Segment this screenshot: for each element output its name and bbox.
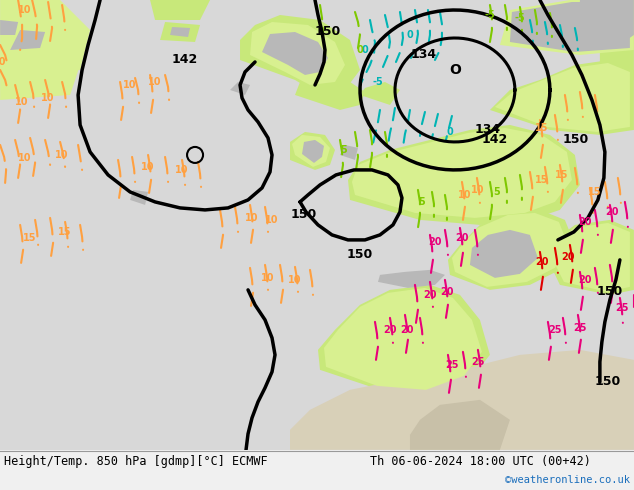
Text: 10: 10 [148, 77, 162, 87]
Text: 150: 150 [291, 208, 317, 221]
Text: 15: 15 [535, 123, 548, 133]
Text: 10: 10 [15, 97, 29, 107]
Polygon shape [452, 213, 568, 287]
Polygon shape [360, 82, 400, 105]
Text: 10: 10 [176, 165, 189, 175]
Text: 150: 150 [595, 375, 621, 389]
Text: 20: 20 [578, 217, 592, 227]
Polygon shape [580, 0, 634, 45]
Text: 20: 20 [440, 287, 454, 297]
Text: 142: 142 [172, 53, 198, 67]
Text: 15: 15 [535, 175, 548, 185]
Polygon shape [378, 270, 445, 288]
Polygon shape [470, 230, 538, 278]
Polygon shape [290, 350, 634, 450]
Text: 20: 20 [561, 252, 574, 262]
Polygon shape [600, 0, 634, 80]
Polygon shape [130, 190, 148, 205]
Text: 10: 10 [18, 153, 32, 163]
Polygon shape [448, 210, 575, 290]
Polygon shape [348, 125, 580, 225]
Polygon shape [510, 2, 630, 52]
Text: 25: 25 [615, 303, 629, 313]
Polygon shape [295, 82, 365, 110]
Text: 10: 10 [41, 93, 55, 103]
Text: 5: 5 [493, 187, 500, 197]
Text: 20: 20 [535, 257, 548, 267]
Text: 10: 10 [265, 215, 279, 225]
Polygon shape [10, 30, 45, 50]
Text: 0: 0 [361, 45, 368, 55]
Text: 15: 15 [23, 233, 37, 243]
Text: 25: 25 [548, 325, 562, 335]
Text: 134: 134 [475, 123, 501, 136]
Text: 134: 134 [411, 49, 437, 61]
Text: -5: -5 [484, 10, 495, 20]
Text: 10: 10 [261, 273, 275, 283]
Text: 0: 0 [406, 30, 413, 40]
Text: 20: 20 [400, 325, 414, 335]
Text: 20: 20 [578, 275, 592, 285]
Polygon shape [352, 128, 572, 218]
Text: -5: -5 [373, 77, 384, 87]
Text: 10: 10 [245, 213, 259, 223]
Polygon shape [302, 140, 324, 163]
Text: 150: 150 [597, 285, 623, 298]
Polygon shape [292, 135, 330, 167]
Text: Height/Temp. 850 hPa [gdmp][°C] ECMWF: Height/Temp. 850 hPa [gdmp][°C] ECMWF [4, 455, 268, 468]
Text: O: O [449, 63, 461, 77]
Text: 20: 20 [455, 233, 469, 243]
Text: 10: 10 [0, 57, 7, 67]
Text: 25: 25 [573, 323, 586, 333]
Polygon shape [340, 145, 358, 160]
Text: ©weatheronline.co.uk: ©weatheronline.co.uk [505, 475, 630, 485]
Polygon shape [240, 15, 360, 95]
Text: 10: 10 [18, 5, 32, 15]
Text: 10: 10 [471, 185, 484, 195]
Polygon shape [552, 223, 630, 292]
Polygon shape [410, 400, 510, 450]
Text: 0: 0 [446, 127, 453, 137]
Polygon shape [262, 32, 328, 75]
Text: 15: 15 [58, 227, 72, 237]
Text: 5: 5 [418, 197, 425, 207]
Polygon shape [250, 22, 345, 85]
Polygon shape [0, 0, 90, 70]
Text: 15: 15 [555, 170, 569, 180]
Polygon shape [548, 220, 634, 295]
Text: 10: 10 [55, 150, 69, 160]
Polygon shape [230, 82, 250, 95]
Text: 10: 10 [288, 275, 302, 285]
Text: 20: 20 [605, 207, 619, 217]
Text: 10: 10 [458, 190, 472, 200]
Text: 25: 25 [445, 360, 458, 370]
Polygon shape [318, 285, 490, 395]
Text: 142: 142 [482, 133, 508, 147]
Text: 20: 20 [428, 237, 442, 247]
Text: 150: 150 [347, 248, 373, 261]
Polygon shape [170, 27, 190, 37]
Text: 150: 150 [315, 25, 341, 39]
Polygon shape [324, 288, 482, 390]
Polygon shape [495, 63, 630, 132]
Polygon shape [150, 0, 210, 20]
Text: 25: 25 [471, 357, 484, 367]
Text: 0: 0 [356, 45, 363, 55]
Polygon shape [160, 22, 200, 42]
Polygon shape [500, 0, 634, 55]
Text: 15: 15 [588, 187, 602, 197]
Text: 20: 20 [424, 290, 437, 300]
Text: 150: 150 [563, 133, 589, 147]
Text: 10: 10 [141, 162, 155, 172]
Polygon shape [490, 60, 634, 135]
Polygon shape [0, 20, 18, 35]
Text: -5: -5 [515, 13, 526, 23]
Polygon shape [0, 65, 80, 100]
Text: 5: 5 [340, 145, 347, 155]
Text: 20: 20 [383, 325, 397, 335]
Polygon shape [290, 132, 335, 170]
Text: 10: 10 [124, 80, 137, 90]
Text: Th 06-06-2024 18:00 UTC (00+42): Th 06-06-2024 18:00 UTC (00+42) [370, 455, 591, 468]
